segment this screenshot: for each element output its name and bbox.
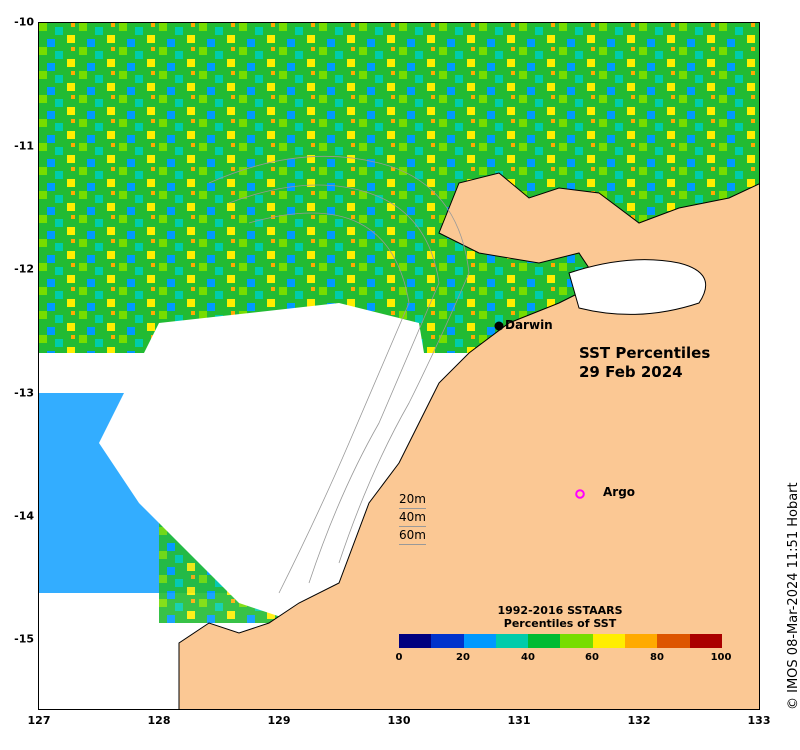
- colorbar-segment: [657, 634, 690, 648]
- colorbar-segment: [463, 634, 496, 648]
- lat-tick-label: -10: [14, 15, 34, 29]
- lat-tick-label: -12: [14, 262, 34, 276]
- colorbar-segment: [495, 634, 529, 648]
- colorbar: [399, 634, 722, 648]
- lon-tick-label: 130: [387, 714, 411, 727]
- depth-contour-60m: [248, 212, 410, 594]
- colorbar-segment: [625, 634, 658, 648]
- credit-text: © IMOS 08-Mar-2024 11:51 Hobart: [786, 482, 800, 710]
- lon-tick-label: 127: [27, 714, 51, 727]
- argo-marker: [575, 489, 585, 499]
- map-title-date: 29 Feb 2024: [579, 363, 683, 381]
- colorbar-segment: [592, 634, 626, 648]
- darwin-marker: [494, 321, 504, 331]
- colorbar-segment: [560, 634, 593, 648]
- colorbar-tick: 80: [650, 652, 664, 663]
- depth-contour-20m: [208, 155, 470, 564]
- lat-tick-label: -11: [14, 139, 34, 153]
- depth-contour-40m: [228, 184, 440, 584]
- lat-tick-label: -15: [14, 632, 34, 646]
- colorbar-tick: 40: [521, 652, 535, 663]
- colorbar-tick: 20: [456, 652, 470, 663]
- sst-map-canvas: [39, 23, 759, 709]
- sst-map[interactable]: [38, 22, 760, 710]
- map-title-line1: SST Percentiles: [579, 344, 711, 362]
- colorbar-segment: [399, 634, 432, 648]
- colorbar-tick: 100: [710, 652, 732, 663]
- lake-region: [568, 259, 707, 315]
- lon-tick-label: 129: [267, 714, 291, 727]
- argo-label: Argo: [603, 485, 636, 499]
- lat-tick-label: -13: [14, 386, 34, 400]
- colorbar-segment: [528, 634, 561, 648]
- colorbar-title-line2: Percentiles of SST: [503, 617, 617, 630]
- colorbar-tick: 0: [395, 652, 403, 663]
- depth-legend: 20m 40m 60m: [399, 491, 426, 545]
- darwin-label: Darwin: [505, 318, 553, 332]
- colorbar-segment: [689, 634, 722, 648]
- colorbar-title: 1992-2016 SSTAARS Percentiles of SST: [430, 604, 690, 630]
- depth-legend-item: 40m: [399, 509, 426, 527]
- lon-tick-label: 132: [627, 714, 651, 727]
- depth-legend-item: 60m: [399, 527, 426, 545]
- map-title: SST Percentiles 29 Feb 2024: [579, 344, 710, 382]
- colorbar-title-line1: 1992-2016 SSTAARS: [497, 604, 623, 617]
- depth-legend-item: 20m: [399, 491, 426, 509]
- lon-tick-label: 133: [747, 714, 771, 727]
- lat-tick-label: -14: [14, 509, 34, 523]
- colorbar-tick: 60: [585, 652, 599, 663]
- colorbar-segment: [431, 634, 464, 648]
- lon-tick-label: 128: [147, 714, 171, 727]
- lon-tick-label: 131: [507, 714, 531, 727]
